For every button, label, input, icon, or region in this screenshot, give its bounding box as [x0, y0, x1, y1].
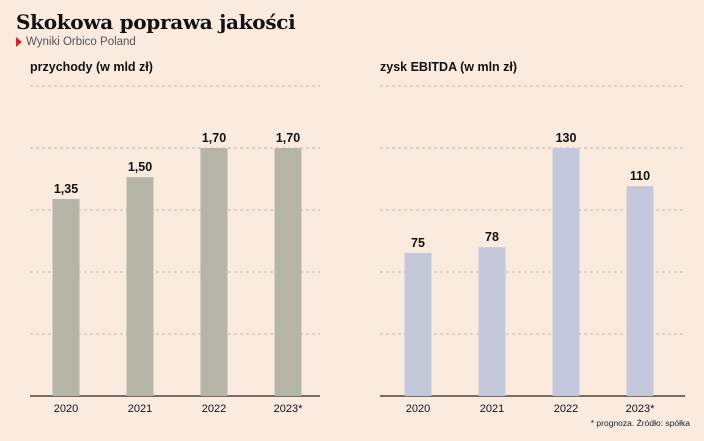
revenue-category-label: 2023* — [274, 403, 303, 415]
chart-subtitle: Wyniki Orbico Poland — [16, 36, 136, 48]
ebitda-value-label: 78 — [485, 230, 499, 244]
ebitda-category-label: 2021 — [480, 403, 504, 415]
revenue-category-label: 2020 — [54, 403, 78, 415]
ebitda-value-label: 130 — [556, 131, 577, 145]
revenue-bar — [200, 148, 228, 396]
revenue-value-label: 1,50 — [128, 160, 152, 174]
revenue-value-label: 1,70 — [202, 131, 226, 145]
ebitda-category-label: 2023* — [626, 403, 655, 415]
subtitle-text: Wyniki Orbico Poland — [26, 36, 136, 48]
ebitda-category-label: 2022 — [554, 403, 578, 415]
ebitda-chart-title: zysk EBITDA (w mln zł) — [380, 60, 517, 74]
ebitda-bar — [626, 186, 654, 396]
revenue-category-label: 2022 — [202, 403, 226, 415]
ebitda-value-label: 110 — [630, 169, 650, 183]
ebitda-value-label: 75 — [411, 236, 425, 250]
ebitda-category-label: 2020 — [406, 403, 430, 415]
ebitda-bar — [404, 252, 432, 396]
revenue-chart-title: przychody (w mld zł) — [30, 60, 153, 74]
revenue-category-label: 2021 — [128, 403, 152, 415]
revenue-bar — [274, 148, 302, 396]
revenue-bar — [126, 177, 154, 396]
revenue-value-label: 1,35 — [54, 182, 78, 196]
ebitda-bar — [478, 247, 506, 396]
revenue-value-label: 1,70 — [276, 131, 300, 145]
chart-title: Skokowa poprawa jakości — [16, 10, 296, 34]
footnote: * prognoza. Źródło: spółka — [590, 418, 690, 428]
ebitda-bar — [552, 148, 580, 396]
triangle-marker-icon — [16, 37, 22, 47]
revenue-bar — [52, 199, 80, 396]
